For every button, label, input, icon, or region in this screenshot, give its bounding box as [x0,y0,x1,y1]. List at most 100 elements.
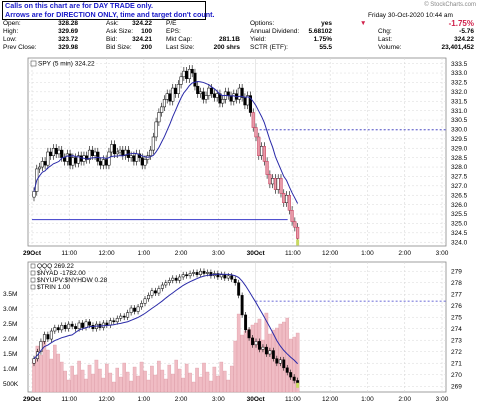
price-legend: SPY (5 min) 324.22 [38,61,95,68]
qqq-body [160,284,164,289]
qqq-body [292,376,296,381]
qqq-body [39,341,43,352]
candle-body [182,70,186,78]
volume-bar [243,330,248,393]
volume-bar [125,371,130,393]
candle-body [273,178,277,190]
candle-body [79,155,83,162]
y-tick-label: 331.0 [451,108,468,115]
volume-bar [261,339,265,393]
quote-date: Friday 30-Oct-2020 10:44 am [368,12,453,19]
x-tick-label: 12:00 [322,396,339,403]
candle-body [43,161,47,166]
candle-body [268,174,272,185]
candle-body [46,151,50,166]
candle-body [40,161,44,168]
y-tick-label: 333.5 [451,61,468,68]
x-tick-label: 12:00 [98,250,115,257]
volume-bar [177,368,182,393]
candle-body [104,159,108,166]
left-tick-label: 1.5M [3,351,17,358]
qqq-body [77,322,81,329]
right-tick-label: 272 [451,349,462,356]
volume-bar [105,363,109,393]
y-tick-label: 328.0 [451,164,468,171]
volume-bar [143,370,147,393]
x-tick-label: 3:00 [212,250,225,257]
qqq-body [153,290,157,294]
volume-bar [129,380,133,393]
qqq-body [278,359,282,364]
candle-body [293,221,297,228]
qqq-body [199,270,202,275]
chg-value: -5.76 [459,28,474,35]
x-tick-label: 3:00 [436,250,449,257]
candle-body [179,76,183,85]
volume-bar [87,364,92,393]
volume-bar [181,377,185,393]
volume-bar [167,364,172,393]
candle-body [143,159,147,166]
yield-label: Yield: [250,36,267,43]
candle-body [240,87,244,98]
candle-body [162,99,166,108]
qqq-body [147,295,150,300]
qqq-body [157,288,161,294]
volume-bar [164,378,168,393]
volume-bar [250,324,255,393]
qqq-body [174,277,178,281]
candle-body [168,93,172,102]
volume-bar [101,377,106,393]
volume-bar [153,374,158,393]
candle-body [232,93,236,102]
candle-body [140,157,144,166]
left-tick-label: 2.0M [3,336,17,343]
qqq-body [70,323,74,327]
y-tick-label: 332.5 [451,80,468,87]
candle-body [71,157,75,166]
candle-body [185,70,189,79]
candle-body [135,153,139,162]
qqq-body [129,307,133,313]
y-tick-label: 324.0 [451,239,468,246]
volume-bar [112,381,116,393]
volume-value: 23,401,452 [441,44,474,51]
y-tick-label: 325.5 [451,211,468,218]
dividend-value: 5.68102 [308,28,333,35]
qqq-body [261,346,265,350]
candle-body [196,85,200,94]
volume-bar [226,379,231,393]
ask-size-value: 100 [141,28,152,35]
volume-bar [198,376,203,393]
volume-label: Volume: [378,44,402,51]
x-tick-label: 1:00 [137,250,150,257]
candle-body [110,144,114,153]
x-tick-label: 11:00 [61,396,77,403]
qqq-body [240,295,244,316]
qqq-body [202,270,206,274]
candle-body [101,159,105,166]
legend-swatch [30,263,36,269]
candle-body [149,149,153,157]
candle-body [290,210,294,222]
qqq-body [178,276,182,281]
qqq-body [226,275,230,279]
candle-body [54,147,58,155]
candle-body [212,93,216,98]
pe-label: P/E [166,20,177,27]
ask-size-label: Ask Size: [106,28,134,35]
candle-body [57,149,61,155]
open-value: 328.28 [58,20,78,27]
volume-bar [205,371,210,393]
candle-body [251,112,255,128]
x-tick-label: 12:00 [98,396,115,403]
x-tick-label: 30Oct [247,250,266,257]
x-tick-label: 2:00 [398,250,411,257]
x-tick-label: 2:00 [398,396,411,403]
y-tick-label: 333.0 [451,70,468,77]
qqq-body [122,315,126,318]
candle-body [257,136,261,157]
candle-body [62,157,67,162]
qqq-body [91,325,95,329]
